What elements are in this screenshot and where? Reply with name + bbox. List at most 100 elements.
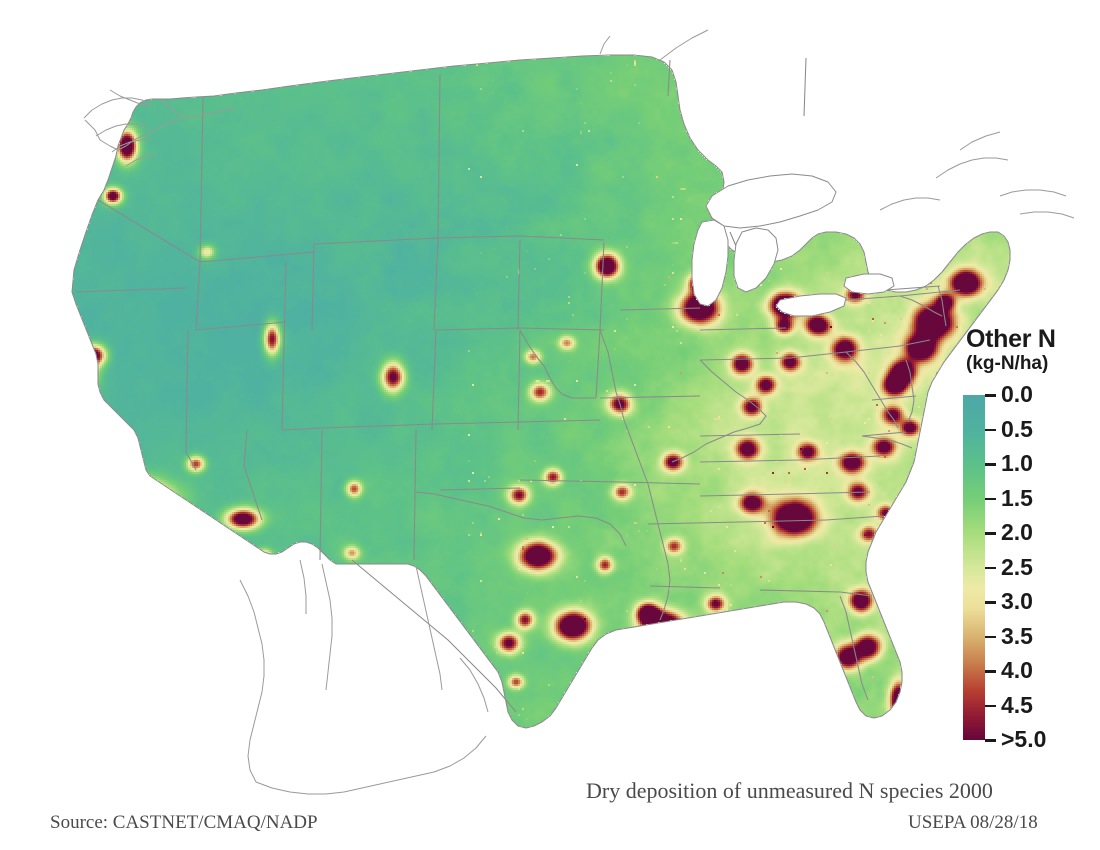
boundary-line [439, 487, 521, 491]
international-boundary-lines [83, 29, 1075, 795]
boundary-line [125, 153, 157, 167]
boundary-line [845, 295, 901, 301]
tick-dash-icon [985, 739, 996, 742]
colorbar-tick: 4.5 [985, 693, 1033, 716]
boundary-line [905, 359, 915, 423]
boundary-line [599, 395, 701, 399]
state-boundary-lines [71, 54, 1011, 729]
boundary-line [517, 329, 521, 431]
colorbar-tick: 4.0 [985, 659, 1033, 682]
tick-dash-icon [985, 601, 996, 604]
boundary-line [415, 565, 443, 691]
boundary-line [789, 491, 871, 495]
boundary-line [879, 197, 941, 211]
boundary-line [647, 521, 741, 525]
colorbar-tick: 0.5 [985, 417, 1033, 440]
boundary-line [435, 327, 521, 331]
conus-outline [71, 54, 1011, 729]
legend-units: (kg-N/ha) [966, 353, 1049, 374]
great-lake-outline [691, 219, 729, 307]
tick-dash-icon [985, 428, 996, 432]
boundary-line [871, 395, 917, 401]
boundary-line [595, 329, 601, 399]
tick-label: 1.5 [1001, 484, 1033, 511]
colorbar-gradient [963, 395, 985, 740]
great-lake-outline [775, 293, 847, 317]
tick-dash-icon [985, 670, 996, 673]
boundary-line [671, 359, 767, 463]
tick-dash-icon [985, 532, 996, 535]
boundary-line [619, 307, 701, 311]
boundary-line [185, 329, 189, 453]
boundary-line [435, 421, 521, 425]
colorbar-tick: 3.0 [985, 590, 1033, 613]
boundary-line [799, 455, 881, 461]
boundary-line [699, 357, 791, 361]
boundary-line [195, 261, 201, 331]
boundary-line [885, 285, 941, 291]
boundary-line [239, 579, 265, 783]
boundary-line [84, 107, 237, 151]
boundary-line [649, 585, 721, 589]
tick-label: >5.0 [1001, 726, 1047, 752]
colorbar-tick: 2.5 [985, 555, 1033, 578]
tick-label: 1.0 [1001, 450, 1033, 476]
boundary-line [415, 491, 627, 547]
colorbar-tick: 0.0 [985, 383, 1033, 406]
boundary-line [97, 199, 201, 263]
boundary-line [959, 131, 1001, 151]
boundary-line [599, 329, 671, 621]
colorbar-ticks: 0.0 0.5 1.0 1.5 2.0 2.5 3.0 3.5 4.0 4.5 >5.0 [985, 383, 1100, 751]
boundary-line [899, 289, 961, 297]
boundary-line [935, 157, 1009, 179]
boundary-line [999, 189, 1067, 197]
boundary-line [667, 59, 671, 97]
boundary-line [519, 329, 596, 399]
legend-title: Other N [966, 325, 1056, 353]
boundary-line [839, 595, 869, 701]
boundary-line [111, 139, 150, 153]
tick-dash-icon [985, 497, 996, 501]
tick-dash-icon [985, 635, 996, 639]
boundary-line [321, 423, 437, 429]
tick-dash-icon [985, 463, 996, 466]
tick-label: 4.0 [1001, 657, 1033, 683]
boundary-line [351, 559, 517, 713]
boundary-line [789, 351, 847, 359]
boundary-line [255, 735, 487, 795]
boundary-line [845, 345, 901, 353]
boundary-line [699, 459, 801, 463]
boundary-line [243, 465, 263, 521]
boundary-line [83, 97, 151, 119]
boundary-line [899, 339, 931, 347]
boundary-line [199, 97, 204, 263]
boundary-line [861, 431, 907, 437]
tick-label: 4.5 [1001, 691, 1033, 718]
boundary-line [95, 123, 147, 137]
boundary-line [699, 327, 787, 331]
tick-label: 3.0 [1001, 588, 1033, 614]
boundary-line [519, 327, 605, 331]
boundary-line [195, 321, 287, 331]
boundary-line [759, 589, 841, 593]
tick-label: 2.0 [1001, 519, 1033, 545]
boundary-line [299, 559, 307, 614]
boundary-line [839, 591, 873, 597]
great-lake-outline [733, 227, 779, 293]
boundary-line [159, 99, 185, 117]
boundary-line [519, 235, 605, 241]
boundary-line [899, 295, 943, 317]
tick-label: 2.5 [1001, 553, 1033, 580]
boundary-line [861, 435, 913, 449]
boundary-line [517, 239, 521, 331]
boundary-line [413, 429, 417, 561]
tick-dash-icon [985, 394, 996, 397]
boundary-line [75, 287, 187, 293]
boundary-line [699, 433, 801, 437]
caption-agency: USEPA 08/28/18 [908, 812, 1038, 833]
boundary-line [199, 251, 315, 263]
boundary-line [243, 429, 248, 467]
